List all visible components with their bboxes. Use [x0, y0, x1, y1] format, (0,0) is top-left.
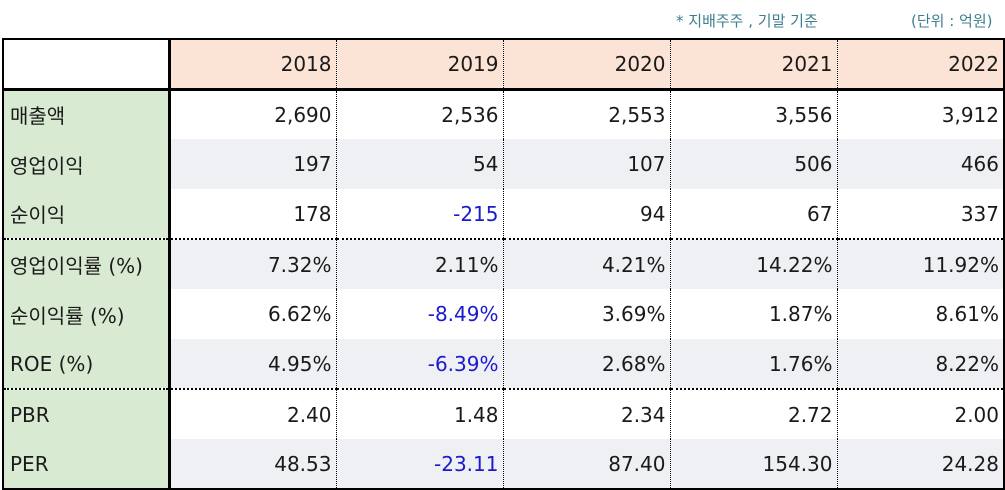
value-cell: 107 — [503, 139, 671, 189]
value-cell: 94 — [503, 189, 671, 240]
basis-note: * 지배주주 , 기말 기준 — [676, 12, 818, 30]
year-header: 2022 — [837, 38, 1005, 91]
value-cell: 2,536 — [336, 89, 504, 139]
row-label: 순이익률 (%) — [2, 289, 171, 339]
value-cell: 67 — [670, 189, 838, 240]
table-row: 영업이익 197 54 107 506 466 — [2, 139, 1005, 189]
value-cell: 14.22% — [670, 239, 838, 289]
value-cell: 2.00 — [837, 389, 1005, 439]
value-cell: 8.61% — [837, 289, 1005, 339]
row-label: 매출액 — [2, 89, 171, 139]
value-cell: 2.11% — [336, 239, 504, 289]
value-cell: 54 — [336, 139, 504, 189]
table-row: 매출액 2,690 2,536 2,553 3,556 3,912 — [2, 89, 1005, 139]
value-cell: 6.62% — [169, 289, 337, 339]
value-cell: 178 — [169, 189, 337, 240]
value-cell: -8.49% — [336, 289, 504, 339]
value-cell: 2,690 — [169, 89, 337, 139]
value-cell: 11.92% — [837, 239, 1005, 289]
value-cell: 4.95% — [169, 339, 337, 390]
financial-table: 2018 2019 2020 2021 2022 매출액 2,690 2,536 2,… — [2, 38, 1005, 490]
value-cell: 1.87% — [670, 289, 838, 339]
table-row: ROE (%) 4.95% -6.39% 2.68% 1.76% 8.22% — [2, 339, 1005, 390]
table-row: PBR 2.40 1.48 2.34 2.72 2.00 — [2, 389, 1005, 439]
value-cell: 1.76% — [670, 339, 838, 390]
value-cell: 3,912 — [837, 89, 1005, 139]
value-cell: 506 — [670, 139, 838, 189]
value-cell: 197 — [169, 139, 337, 189]
value-cell: 2.34 — [503, 389, 671, 439]
value-cell: 48.53 — [169, 439, 337, 490]
table-row: 순이익률 (%) 6.62% -8.49% 3.69% 1.87% 8.61% — [2, 289, 1005, 339]
table-row: PER 48.53 -23.11 87.40 154.30 24.28 — [2, 439, 1005, 490]
value-cell: 8.22% — [837, 339, 1005, 390]
value-cell: 3,556 — [670, 89, 838, 139]
value-cell: 24.28 — [837, 439, 1005, 490]
value-cell: 337 — [837, 189, 1005, 240]
table-row: 순이익 178 -215 94 67 337 — [2, 189, 1005, 240]
value-cell: 466 — [837, 139, 1005, 189]
row-label: PER — [2, 439, 171, 490]
value-cell: 2,553 — [503, 89, 671, 139]
value-cell: 2.72 — [670, 389, 838, 439]
year-header: 2018 — [169, 38, 337, 91]
year-header: 2021 — [670, 38, 838, 91]
value-cell: 2.40 — [169, 389, 337, 439]
value-cell: 4.21% — [503, 239, 671, 289]
header-row: 2018 2019 2020 2021 2022 — [2, 38, 1005, 91]
value-cell: -23.11 — [336, 439, 504, 490]
row-label: 영업이익률 (%) — [2, 239, 171, 289]
row-label: ROE (%) — [2, 339, 171, 390]
value-cell: 1.48 — [336, 389, 504, 439]
year-header: 2020 — [503, 38, 671, 91]
row-label: 순이익 — [2, 189, 171, 240]
value-cell: -6.39% — [336, 339, 504, 390]
value-cell: 87.40 — [503, 439, 671, 490]
table-row: 영업이익률 (%) 7.32% 2.11% 4.21% 14.22% 11.92% — [2, 239, 1005, 289]
value-cell: 154.30 — [670, 439, 838, 490]
corner-cell — [2, 38, 171, 91]
value-cell: 2.68% — [503, 339, 671, 390]
year-header: 2019 — [336, 38, 504, 91]
row-label: PBR — [2, 389, 171, 439]
value-cell: 3.69% — [503, 289, 671, 339]
value-cell: -215 — [336, 189, 504, 240]
value-cell: 7.32% — [169, 239, 337, 289]
unit-note: (단위 : 억원) — [911, 12, 993, 30]
row-label: 영업이익 — [2, 139, 171, 189]
